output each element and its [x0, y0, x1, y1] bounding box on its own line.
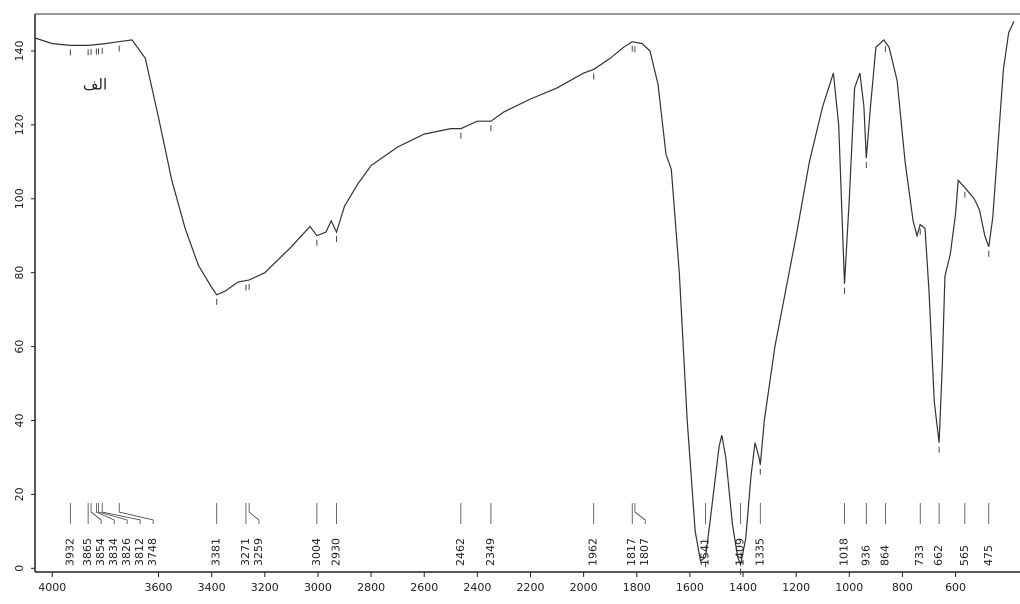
- peak-label: 3381: [210, 538, 223, 566]
- peak-label: 864: [878, 545, 891, 566]
- panel-label: الف: [83, 76, 107, 94]
- x-tick-label: 2200: [516, 581, 544, 594]
- y-tick-label: 0: [13, 565, 26, 572]
- x-tick-label: 2800: [357, 581, 385, 594]
- peak-label: 3259: [252, 538, 265, 566]
- peak-label: 1807: [638, 538, 651, 566]
- peak-label: 475: [982, 545, 995, 566]
- y-tick-label: 40: [13, 413, 26, 427]
- x-tick-label: 1800: [623, 581, 651, 594]
- y-tick-label: 80: [13, 266, 26, 280]
- x-tick-label: 2000: [570, 581, 598, 594]
- x-tick-label: 3200: [251, 581, 279, 594]
- peak-leader: [118, 503, 154, 524]
- y-tick-label: 100: [13, 188, 26, 209]
- peak-label: 1018: [838, 538, 851, 566]
- peak-label: 662: [932, 545, 945, 566]
- peak-label: 1409: [734, 538, 747, 566]
- peak-label: 3834: [107, 538, 120, 566]
- peak-leader: [101, 503, 141, 524]
- peak-leader: [248, 503, 260, 524]
- peak-label: 733: [913, 545, 926, 566]
- peak-label: 3826: [120, 538, 133, 566]
- peak-label: 2930: [330, 538, 343, 566]
- x-tick-label: 2600: [410, 581, 438, 594]
- peak-leader: [634, 503, 646, 524]
- peak-leader: [98, 503, 128, 524]
- peak-label: 2462: [454, 538, 467, 566]
- x-tick-label: 1600: [676, 581, 704, 594]
- peak-label: 3812: [133, 538, 146, 566]
- peak-label: 565: [958, 545, 971, 566]
- peak-leader: [95, 503, 115, 524]
- peak-label: 3748: [146, 538, 159, 566]
- x-tick-label: 3600: [145, 581, 173, 594]
- x-tick-label: 4000: [38, 581, 66, 594]
- peak-label: 1962: [587, 538, 600, 566]
- x-tick-label: 1200: [782, 581, 810, 594]
- x-tick-label: 1400: [729, 581, 757, 594]
- x-tick-label: 600: [945, 581, 966, 594]
- spectrum-line: [34, 21, 1015, 567]
- y-tick-label: 60: [13, 340, 26, 354]
- peak-label: 3865: [81, 538, 94, 566]
- x-tick-label: 3400: [198, 581, 226, 594]
- peak-label: 3932: [63, 538, 76, 566]
- peak-leader: [90, 503, 102, 524]
- peak-label: 1817: [625, 538, 638, 566]
- peak-label: 3004: [310, 538, 323, 566]
- x-tick-label: 1000: [835, 581, 863, 594]
- y-tick-label: 20: [13, 487, 26, 501]
- peak-label: 1541: [699, 538, 712, 566]
- y-tick-label: 120: [13, 114, 26, 135]
- peak-label: 936: [859, 545, 872, 566]
- x-tick-label: 2400: [463, 581, 491, 594]
- x-tick-label: 800: [892, 581, 913, 594]
- peak-label: 2349: [484, 538, 497, 566]
- x-tick-label: 3000: [304, 581, 332, 594]
- peak-label: 3271: [239, 538, 252, 566]
- peak-label: 3854: [94, 538, 107, 566]
- peak-label: 1335: [753, 538, 766, 566]
- y-tick-label: 140: [13, 40, 26, 61]
